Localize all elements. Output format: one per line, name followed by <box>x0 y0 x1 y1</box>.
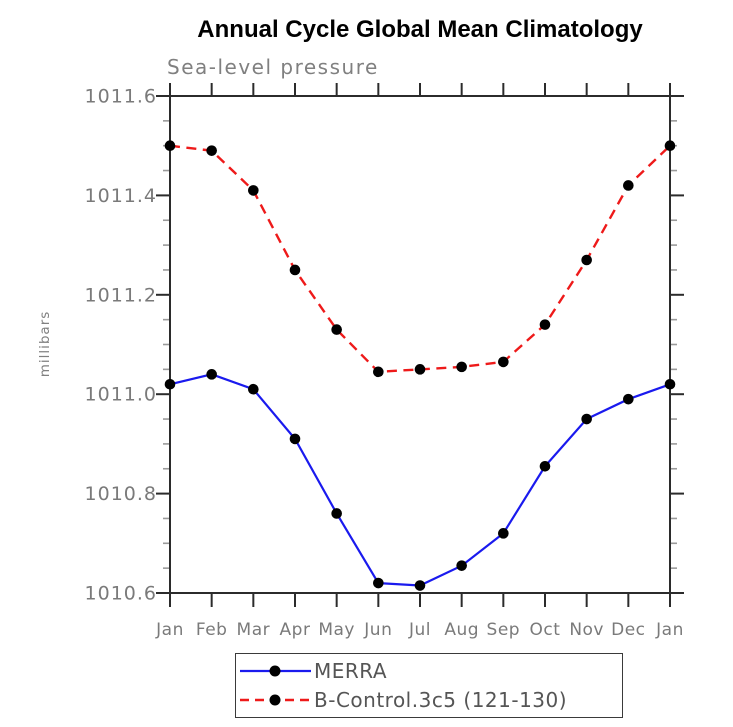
x-tick-label: May <box>318 620 355 640</box>
y-tick-label: 1010.6 <box>85 583 157 605</box>
data-point <box>539 319 551 330</box>
data-point <box>248 383 259 395</box>
data-point <box>664 378 676 390</box>
legend-line-dashed-icon <box>240 694 311 706</box>
x-tick-label: Jul <box>408 620 431 640</box>
x-tick-label: Sep <box>487 620 521 640</box>
x-tick-label: Jun <box>363 620 392 640</box>
legend-label-bcontrol: B-Control.3c5 (121-130) <box>314 688 568 713</box>
data-point <box>164 140 176 151</box>
data-point <box>248 185 259 196</box>
x-tick-label: Feb <box>196 620 228 640</box>
x-tick-label: Aug <box>444 620 479 640</box>
data-point <box>164 378 176 390</box>
y-tick-label: 1011.6 <box>85 86 157 108</box>
data-point <box>623 180 634 191</box>
y-tick-label: 1010.8 <box>85 483 157 505</box>
y-tick-label: 1011.4 <box>85 185 157 207</box>
data-point <box>498 528 509 539</box>
legend-label-merra: MERRA <box>314 658 388 683</box>
plot-frame <box>169 95 671 594</box>
y-tick-label: 1011.2 <box>85 284 157 306</box>
data-point <box>331 324 342 335</box>
x-tick-label: Dec <box>611 620 645 640</box>
chart-subtitle: Sea-level pressure <box>167 55 379 79</box>
data-point <box>373 366 384 378</box>
y-axis-label: millibars <box>37 311 53 378</box>
x-tick-label: Apr <box>280 620 311 640</box>
data-point <box>623 393 634 405</box>
x-tick-label: Jan <box>155 620 184 640</box>
y-tick-label: 1011.0 <box>85 384 157 406</box>
data-point <box>373 577 384 589</box>
data-point <box>581 413 592 425</box>
legend-line-solid-icon <box>240 665 311 677</box>
data-point <box>414 580 426 591</box>
data-point <box>539 460 551 472</box>
data-point <box>289 264 301 276</box>
series-line-b-control-3c5-121-130- <box>169 144 671 374</box>
data-point <box>456 361 467 373</box>
plot-area: 1011.6 1011.4 1011.2 1011.0 1010.8 1010.6 Jan F… <box>37 83 684 640</box>
data-point <box>498 356 509 368</box>
legend-box: MERRA B-Control.3c5 (121-130) <box>235 653 623 718</box>
legend-item-bcontrol: B-Control.3c5 (121-130) <box>238 686 622 714</box>
data-point <box>664 140 676 151</box>
x-tick-label: Oct <box>530 620 561 640</box>
data-point <box>414 364 426 375</box>
data-point <box>456 560 467 571</box>
chart-title: Annual Cycle Global Mean Climatology <box>197 16 643 43</box>
data-point <box>331 508 342 519</box>
data-point <box>581 254 592 266</box>
x-tick-label: Mar <box>237 620 271 640</box>
series-line-merra <box>169 373 671 587</box>
legend-item-merra: MERRA <box>238 657 622 685</box>
x-tick-label: Jan <box>655 620 684 640</box>
data-point <box>206 145 217 156</box>
data-point <box>206 369 217 380</box>
x-tick-label: Nov <box>569 620 604 640</box>
data-point <box>289 433 301 445</box>
